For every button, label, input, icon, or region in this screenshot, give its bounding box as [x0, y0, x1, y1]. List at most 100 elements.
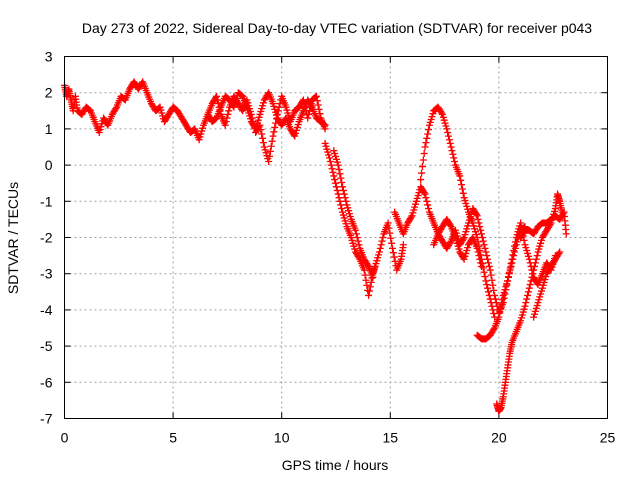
- data-point: [527, 277, 535, 285]
- data-point: [328, 165, 336, 173]
- data-point: [266, 152, 274, 160]
- data-point: [417, 176, 425, 184]
- series-track-d: [330, 147, 377, 281]
- data-point: [438, 109, 446, 117]
- x-tick-label: 15: [383, 430, 399, 446]
- data-point: [315, 105, 323, 113]
- data-point: [507, 262, 515, 270]
- data-point: [475, 252, 483, 260]
- data-point: [505, 270, 513, 278]
- data-point: [420, 189, 428, 197]
- data-point: [390, 253, 398, 261]
- data-point: [331, 176, 339, 184]
- data-point: [268, 137, 276, 145]
- data-point: [504, 273, 512, 281]
- data-point: [483, 252, 491, 260]
- data-point: [508, 259, 516, 267]
- y-tick-label: -2: [40, 230, 53, 246]
- data-point: [511, 244, 519, 252]
- data-point: [334, 190, 342, 198]
- data-point: [333, 186, 341, 194]
- data-point: [340, 190, 348, 198]
- data-point: [379, 234, 387, 241]
- data-point: [388, 244, 396, 252]
- data-point: [418, 169, 426, 177]
- data-point: [424, 130, 432, 138]
- data-point: [521, 302, 529, 310]
- series-track-i: [493, 190, 566, 415]
- data-point: [424, 201, 432, 209]
- data-point: [421, 143, 429, 151]
- x-axis-label: GPS time / hours: [282, 457, 389, 473]
- data-point: [530, 266, 538, 274]
- data-point: [352, 230, 360, 238]
- data-point: [488, 276, 496, 284]
- data-point: [457, 176, 465, 184]
- plot-frame: [64, 56, 608, 419]
- data-point: [378, 237, 386, 245]
- data-point: [478, 262, 486, 270]
- data-point: [112, 105, 120, 113]
- data-point: [407, 213, 415, 221]
- data-point: [307, 102, 315, 110]
- series-track-e: [391, 183, 559, 318]
- data-point: [421, 190, 429, 198]
- data-point: [332, 183, 340, 191]
- data-point: [487, 271, 495, 279]
- data-point: [490, 286, 498, 294]
- data-point: [369, 273, 377, 281]
- data-point: [224, 110, 232, 118]
- series-track-f: [417, 103, 499, 321]
- data-point: [269, 132, 277, 140]
- data-point: [488, 302, 496, 310]
- data-point: [223, 114, 231, 122]
- data-point: [387, 234, 395, 242]
- data-point: [510, 252, 518, 260]
- data-point: [330, 172, 338, 180]
- x-tick-label: 20: [491, 430, 507, 446]
- data-point: [447, 143, 455, 151]
- series-track-b: [204, 89, 329, 140]
- data-point: [266, 147, 274, 155]
- x-tick-label: 10: [274, 430, 290, 446]
- data-point: [361, 271, 369, 279]
- y-tick-label: 0: [45, 157, 53, 173]
- data-point: [444, 129, 452, 137]
- data-point: [478, 230, 486, 238]
- data-point: [329, 168, 337, 176]
- data-point: [476, 255, 484, 263]
- data-point: [528, 273, 536, 281]
- y-tick-label: -7: [40, 411, 53, 427]
- data-point: [339, 183, 347, 191]
- data-point: [384, 219, 392, 227]
- data-point: [305, 110, 313, 118]
- data-point: [525, 255, 533, 263]
- data-point: [270, 128, 278, 136]
- y-axis-label: SDTVAR / TECUs: [5, 182, 21, 294]
- data-point: [477, 259, 485, 267]
- data-point: [458, 185, 466, 193]
- data-point: [498, 296, 506, 304]
- data-point: [506, 266, 514, 274]
- data-point: [490, 310, 498, 318]
- data-point: [486, 266, 494, 274]
- data-point: [341, 194, 349, 202]
- data-point: [529, 270, 537, 278]
- y-tick-label: 2: [45, 85, 53, 101]
- data-point: [480, 268, 488, 276]
- data-point: [489, 281, 497, 289]
- chart-title: Day 273 of 2022, Sidereal Day-to-day VTE…: [82, 20, 592, 36]
- data-point: [485, 291, 493, 299]
- data-point: [482, 248, 490, 256]
- data-point: [451, 157, 459, 165]
- series-track-g: [430, 215, 486, 270]
- data-point: [312, 93, 320, 101]
- data-point: [445, 132, 453, 140]
- data-point: [524, 288, 532, 296]
- data-point: [306, 107, 314, 115]
- data-point: [498, 300, 506, 308]
- series-track-k: [517, 208, 570, 241]
- y-tick-label: 3: [45, 49, 53, 65]
- data-point: [484, 284, 492, 292]
- data-point: [504, 277, 512, 285]
